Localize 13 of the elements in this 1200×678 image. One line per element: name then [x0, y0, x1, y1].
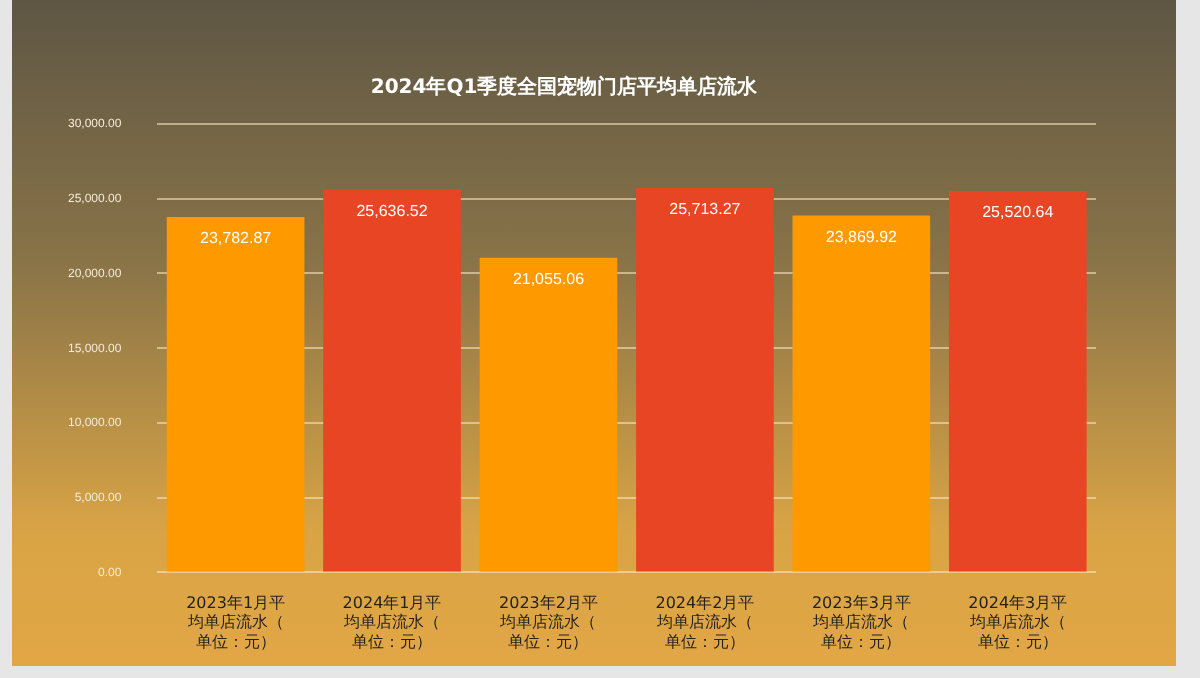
- data-label: 25,636.52: [356, 201, 429, 220]
- x-tick-label: 2023年1月平均单店流水（单位：元）: [185, 594, 286, 651]
- x-tick-label: 2024年1月平均单店流水（单位：元）: [342, 594, 442, 651]
- data-label: 23,869.92: [825, 228, 899, 247]
- data-label: 21,055.06: [512, 270, 586, 289]
- x-tick-label: 2023年2月平均单店流水（单位：元）: [498, 594, 598, 651]
- data-label: 25,713.27: [669, 200, 742, 219]
- x-tick-label: 2023年3月平均单店流水（单位：元）: [811, 594, 911, 651]
- data-label: 23,782.87: [200, 229, 273, 248]
- x-tick-label: 2024年2月平均单店流水（单位：元）: [654, 594, 755, 651]
- x-tick-label: 2024年3月平均单店流水（单位：元）: [967, 594, 1068, 651]
- chart-title: 2024年Q1季度全国宠物门店平均单店流水: [370, 75, 760, 100]
- data-label: 25,520.64: [982, 203, 1055, 222]
